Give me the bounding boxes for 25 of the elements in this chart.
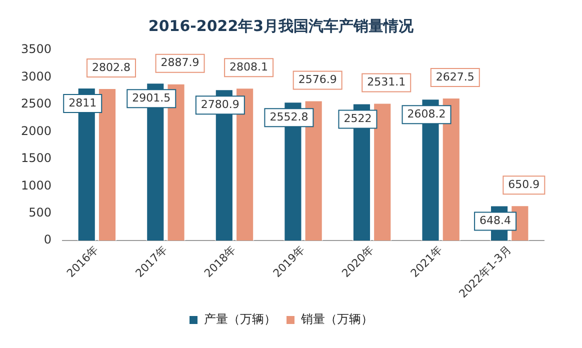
- data-label: 2780.9: [200, 98, 240, 112]
- data-label: 2811: [68, 96, 97, 110]
- data-label: 2552.8: [270, 110, 308, 124]
- y-tick-label: 3500: [20, 42, 52, 56]
- legend-label: 产量（万辆）: [204, 312, 276, 326]
- y-tick-label: 0: [44, 232, 52, 247]
- data-label: 2808.1: [230, 60, 268, 74]
- data-label: 648.4: [480, 214, 512, 228]
- y-tick-label: 500: [28, 206, 52, 220]
- y-tick-label: 1000: [20, 178, 52, 192]
- data-label: 2531.1: [367, 76, 406, 89]
- data-label: 2522: [344, 112, 372, 126]
- data-label: 650.9: [508, 178, 540, 192]
- y-tick-label: 2000: [20, 124, 52, 138]
- chart-title: 2016-2022年3月我国汽车产销量情况: [148, 16, 415, 35]
- y-tick-label: 1500: [20, 151, 52, 166]
- data-label: 2901.5: [132, 91, 171, 104]
- y-tick-label: 2500: [20, 96, 52, 111]
- data-label: 2576.9: [298, 73, 337, 86]
- data-label: 2627.5: [436, 70, 474, 84]
- data-label: 2608.2: [407, 107, 446, 120]
- y-tick-label: 3000: [20, 69, 52, 84]
- data-label: 2887.9: [160, 56, 200, 70]
- legend-label: 销量（万辆）: [300, 312, 373, 326]
- data-label: 2802.8: [92, 60, 130, 74]
